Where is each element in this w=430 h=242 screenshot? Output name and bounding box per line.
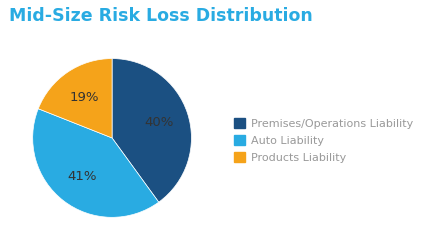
Text: Mid-Size Risk Loss Distribution: Mid-Size Risk Loss Distribution xyxy=(9,7,312,25)
Wedge shape xyxy=(112,59,191,202)
Text: 19%: 19% xyxy=(70,91,99,104)
Wedge shape xyxy=(33,109,158,217)
Text: 41%: 41% xyxy=(67,170,96,183)
Wedge shape xyxy=(38,59,112,138)
Text: 40%: 40% xyxy=(144,116,173,129)
Legend: Premises/Operations Liability, Auto Liability, Products Liability: Premises/Operations Liability, Auto Liab… xyxy=(233,118,412,163)
